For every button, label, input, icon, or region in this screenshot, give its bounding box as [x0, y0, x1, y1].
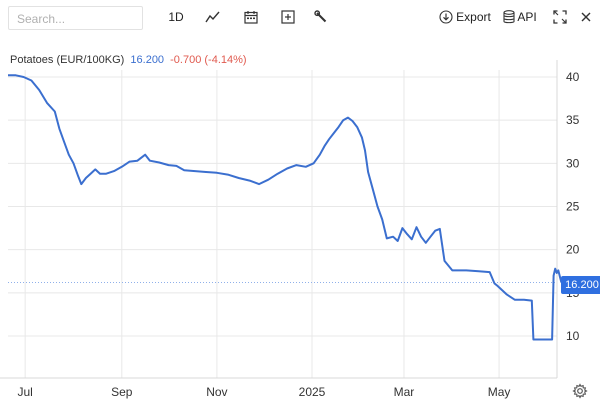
price-change: -0.700 (-4.14%) — [170, 54, 247, 66]
chart-toolbar: 1D — [0, 0, 600, 36]
y-tick-label: 25 — [566, 200, 580, 214]
line-chart-icon — [205, 11, 220, 23]
x-tick-label: 2025 — [299, 385, 326, 399]
chart-settings-button[interactable] — [572, 383, 588, 399]
fullscreen-button[interactable] — [552, 6, 568, 28]
wrench-icon — [314, 10, 327, 23]
plus-box-icon — [281, 10, 295, 24]
api-button[interactable]: API — [503, 6, 537, 28]
x-tick-label: Nov — [206, 385, 227, 399]
y-tick-label: 20 — [566, 243, 580, 257]
settings-tool-button[interactable] — [312, 6, 330, 28]
interval-label: 1D — [168, 10, 184, 24]
export-button[interactable]: Export — [438, 6, 492, 28]
gear-icon — [572, 383, 588, 399]
interval-button[interactable]: 1D — [165, 6, 187, 28]
x-tick-label: May — [488, 385, 511, 399]
y-tick-label: 10 — [566, 329, 580, 343]
x-tick-label: Mar — [394, 385, 415, 399]
add-indicator-button[interactable] — [279, 6, 297, 28]
close-button[interactable] — [578, 6, 594, 28]
series-line[interactable] — [8, 74, 563, 341]
instrument-name: Potatoes (EUR/100KG) — [10, 54, 125, 66]
calendar-icon — [244, 11, 258, 24]
expand-icon — [553, 10, 567, 24]
export-label: Export — [456, 10, 491, 24]
y-tick-label: 30 — [566, 156, 580, 170]
last-price: 16.200 — [130, 54, 165, 66]
x-tick-label: Sep — [111, 385, 133, 399]
chart-type-button[interactable] — [203, 6, 223, 28]
y-tick-label: 35 — [566, 113, 580, 127]
api-label: API — [517, 10, 537, 24]
chart-legend: Potatoes (EUR/100KG) 16.200 -0.700 (-4.1… — [10, 54, 247, 66]
search-box[interactable] — [8, 6, 143, 30]
database-icon — [503, 10, 515, 24]
download-icon — [439, 10, 453, 24]
close-icon — [581, 12, 591, 22]
x-tick-label: Jul — [17, 385, 32, 399]
search-input[interactable] — [15, 8, 139, 30]
last-price-badge: 16.200 — [561, 276, 600, 294]
date-range-button[interactable] — [241, 6, 261, 28]
y-tick-label: 40 — [566, 70, 580, 84]
